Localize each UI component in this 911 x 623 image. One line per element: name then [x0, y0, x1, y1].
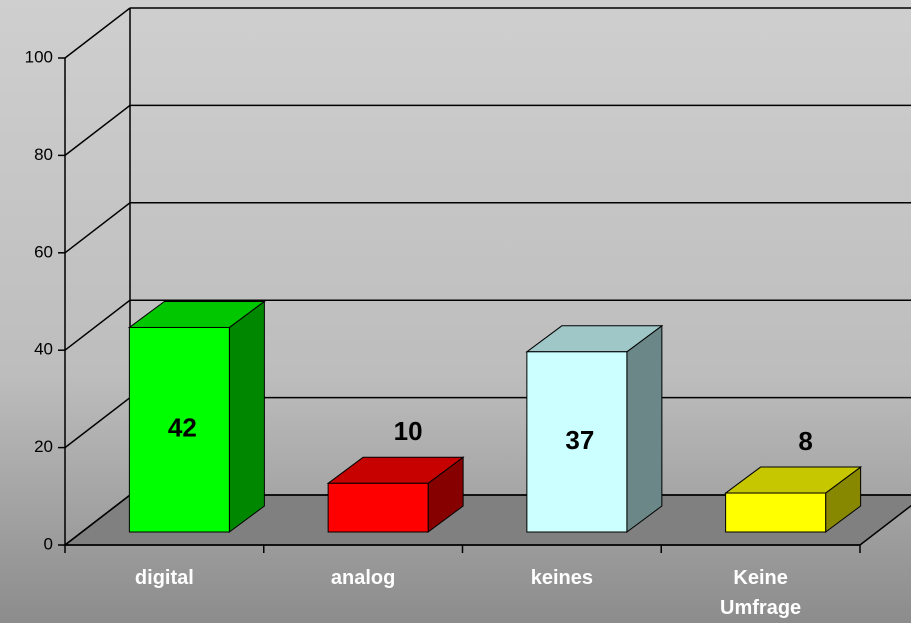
- y-tick-label: 40: [34, 340, 53, 359]
- grid-line: [64, 104, 131, 156]
- data-label: 10: [394, 416, 423, 446]
- bar: [526, 351, 628, 533]
- x-tick-label: analog: [330, 567, 396, 589]
- data-label: 37: [565, 425, 594, 455]
- data-label: 42: [168, 413, 197, 443]
- grid-line: [64, 397, 131, 449]
- grid-line: [64, 299, 131, 351]
- x-tick-label: digital: [134, 567, 194, 589]
- grid-line: [64, 7, 131, 59]
- bar: [128, 326, 230, 533]
- bar-side: [626, 324, 663, 533]
- bar-side: [228, 300, 265, 533]
- y-tick-label: 100: [25, 47, 53, 66]
- y-tick-label: 20: [34, 437, 53, 456]
- x-tick-label: Keine Umfrage: [720, 567, 802, 619]
- bar: [327, 482, 429, 533]
- y-tick-label: 0: [44, 534, 53, 553]
- y-tick-label: 80: [34, 145, 53, 164]
- data-label: 8: [798, 426, 812, 456]
- grid-line: [64, 202, 131, 254]
- bar: [725, 492, 827, 533]
- grid-line: [64, 494, 131, 546]
- y-tick-label: 60: [34, 242, 53, 261]
- x-tick-label: keines: [530, 567, 593, 589]
